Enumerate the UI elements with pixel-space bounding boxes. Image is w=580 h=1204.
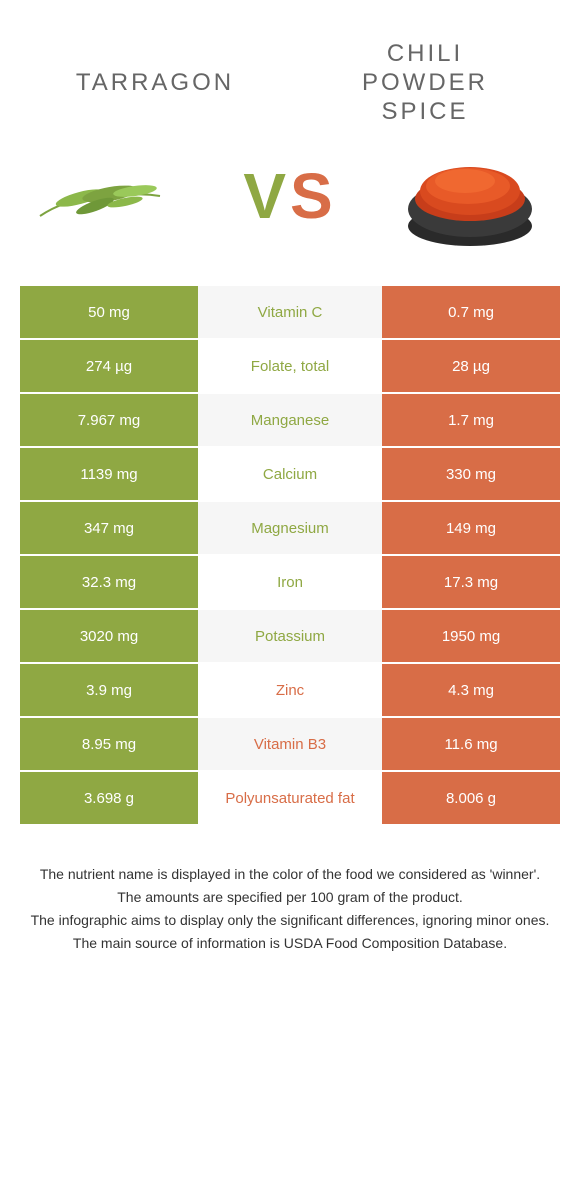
left-value: 274 µg [20, 340, 198, 392]
right-value: 330 mg [382, 448, 560, 500]
left-value: 50 mg [20, 286, 198, 338]
left-value: 347 mg [20, 502, 198, 554]
nutrient-name: Vitamin B3 [198, 718, 382, 770]
nutrient-table: 50 mg Vitamin C 0.7 mg 274 µg Folate, to… [20, 286, 560, 824]
chili-powder-image [390, 136, 550, 256]
footnote-line: The main source of information is USDA F… [30, 933, 550, 954]
left-value: 32.3 mg [20, 556, 198, 608]
right-value: 149 mg [382, 502, 560, 554]
right-food-title-text: CHILI POWDER SPICE [362, 40, 488, 125]
nutrient-name: Folate, total [198, 340, 382, 392]
table-row: 347 mg Magnesium 149 mg [20, 502, 560, 554]
right-value: 1.7 mg [382, 394, 560, 446]
table-row: 32.3 mg Iron 17.3 mg [20, 556, 560, 608]
footnotes: The nutrient name is displayed in the co… [30, 864, 550, 954]
vs-section: VS [0, 126, 580, 286]
left-value: 3020 mg [20, 610, 198, 662]
right-value: 1950 mg [382, 610, 560, 662]
right-food-title: CHILI POWDER SPICE [325, 40, 525, 126]
left-value: 7.967 mg [20, 394, 198, 446]
nutrient-name: Manganese [198, 394, 382, 446]
nutrient-name: Zinc [198, 664, 382, 716]
table-row: 3020 mg Potassium 1950 mg [20, 610, 560, 662]
footnote-line: The nutrient name is displayed in the co… [30, 864, 550, 885]
vs-label: VS [243, 159, 336, 233]
table-row: 7.967 mg Manganese 1.7 mg [20, 394, 560, 446]
left-value: 8.95 mg [20, 718, 198, 770]
right-value: 11.6 mg [382, 718, 560, 770]
tarragon-image [30, 136, 190, 256]
vs-v: V [243, 160, 290, 232]
table-row: 1139 mg Calcium 330 mg [20, 448, 560, 500]
left-value: 1139 mg [20, 448, 198, 500]
right-value: 28 µg [382, 340, 560, 392]
table-row: 8.95 mg Vitamin B3 11.6 mg [20, 718, 560, 770]
header: TARRAGON CHILI POWDER SPICE [0, 0, 580, 126]
table-row: 3.698 g Polyunsaturated fat 8.006 g [20, 772, 560, 824]
footnote-line: The infographic aims to display only the… [30, 910, 550, 931]
left-value: 3.698 g [20, 772, 198, 824]
nutrient-name: Calcium [198, 448, 382, 500]
nutrient-name: Vitamin C [198, 286, 382, 338]
nutrient-name: Potassium [198, 610, 382, 662]
nutrient-name: Iron [198, 556, 382, 608]
right-value: 8.006 g [382, 772, 560, 824]
table-row: 50 mg Vitamin C 0.7 mg [20, 286, 560, 338]
vs-s: S [290, 160, 337, 232]
left-value: 3.9 mg [20, 664, 198, 716]
right-value: 17.3 mg [382, 556, 560, 608]
right-value: 4.3 mg [382, 664, 560, 716]
table-row: 274 µg Folate, total 28 µg [20, 340, 560, 392]
footnote-line: The amounts are specified per 100 gram o… [30, 887, 550, 908]
left-food-title: TARRAGON [55, 69, 255, 97]
right-value: 0.7 mg [382, 286, 560, 338]
table-row: 3.9 mg Zinc 4.3 mg [20, 664, 560, 716]
nutrient-name: Magnesium [198, 502, 382, 554]
nutrient-name: Polyunsaturated fat [198, 772, 382, 824]
